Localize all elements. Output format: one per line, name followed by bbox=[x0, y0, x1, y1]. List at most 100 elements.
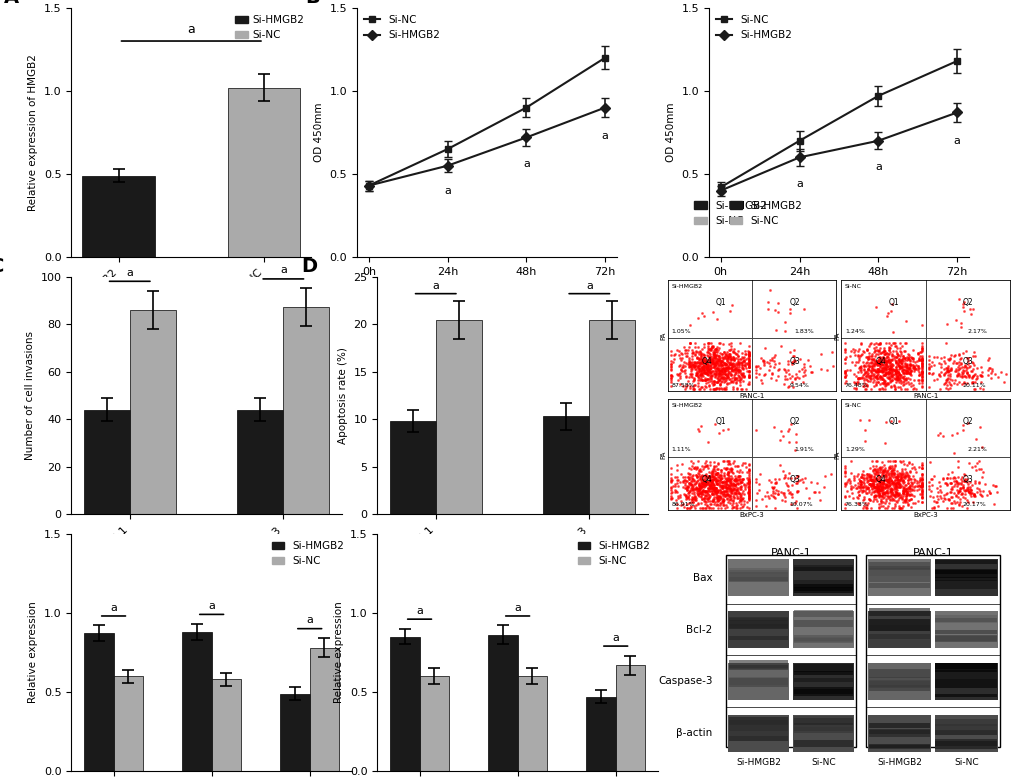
Point bbox=[886, 483, 902, 495]
Point bbox=[953, 488, 969, 501]
Point bbox=[894, 467, 910, 479]
Point bbox=[730, 350, 746, 362]
Point bbox=[877, 481, 894, 493]
Point bbox=[899, 351, 915, 364]
Bar bbox=[934, 719, 996, 726]
Point bbox=[731, 370, 747, 382]
Point bbox=[740, 365, 756, 377]
Point bbox=[910, 483, 926, 495]
Point bbox=[966, 368, 982, 380]
Point bbox=[740, 489, 756, 502]
Point bbox=[836, 367, 852, 379]
Y-axis label: PA: PA bbox=[834, 450, 840, 459]
Point bbox=[694, 502, 710, 514]
Point bbox=[920, 361, 936, 374]
Point bbox=[734, 359, 750, 372]
Point bbox=[740, 475, 756, 488]
Point bbox=[876, 347, 893, 360]
Point bbox=[899, 375, 915, 388]
Point bbox=[694, 363, 710, 375]
Point bbox=[715, 371, 732, 383]
Point bbox=[879, 354, 896, 366]
Point bbox=[694, 472, 710, 485]
Point bbox=[872, 484, 889, 496]
Point bbox=[863, 474, 879, 487]
Point bbox=[723, 467, 740, 479]
Point bbox=[871, 469, 888, 481]
Point bbox=[935, 357, 952, 369]
Point bbox=[712, 357, 729, 369]
Point bbox=[852, 337, 868, 349]
Point bbox=[791, 372, 807, 384]
Bar bbox=[868, 686, 929, 690]
Point bbox=[877, 466, 894, 478]
Point bbox=[677, 344, 693, 356]
Point bbox=[908, 484, 924, 496]
Point bbox=[888, 371, 904, 383]
Point bbox=[698, 472, 714, 485]
Point bbox=[931, 370, 948, 382]
Point bbox=[748, 487, 764, 499]
Point bbox=[870, 490, 887, 502]
Point bbox=[846, 377, 862, 390]
Point bbox=[708, 485, 725, 498]
Point bbox=[865, 358, 881, 371]
Point bbox=[890, 370, 906, 382]
Bar bbox=[728, 715, 789, 752]
Bar bbox=[934, 570, 996, 578]
Point bbox=[682, 502, 698, 514]
Point bbox=[963, 372, 979, 384]
Point bbox=[717, 475, 734, 488]
Point bbox=[722, 375, 739, 387]
Point bbox=[708, 364, 725, 376]
Point bbox=[961, 360, 977, 372]
Point bbox=[697, 379, 713, 392]
Point bbox=[683, 350, 699, 362]
Point bbox=[865, 337, 881, 350]
Point bbox=[876, 354, 893, 366]
Point bbox=[866, 344, 882, 357]
Point bbox=[716, 352, 733, 365]
Point bbox=[909, 480, 925, 492]
Point bbox=[716, 347, 733, 360]
Point bbox=[932, 358, 949, 370]
Point bbox=[692, 353, 708, 365]
Point bbox=[863, 367, 879, 379]
Point bbox=[836, 466, 852, 478]
Point bbox=[698, 478, 714, 490]
Point bbox=[734, 499, 750, 512]
Point bbox=[838, 476, 854, 488]
Point bbox=[705, 486, 721, 499]
Point bbox=[842, 345, 858, 358]
Point bbox=[707, 342, 723, 354]
Point bbox=[701, 358, 717, 371]
Point bbox=[685, 478, 701, 491]
Point bbox=[913, 354, 929, 366]
Point bbox=[728, 481, 744, 494]
Point bbox=[902, 365, 918, 377]
Point bbox=[740, 357, 756, 369]
Point bbox=[862, 383, 878, 396]
Point bbox=[700, 478, 716, 491]
Bar bbox=[867, 715, 930, 752]
Point bbox=[691, 480, 707, 492]
Point bbox=[900, 488, 916, 501]
Point bbox=[841, 489, 857, 502]
Point bbox=[723, 487, 740, 499]
Point bbox=[680, 486, 696, 499]
Point bbox=[911, 480, 927, 492]
Point bbox=[912, 481, 928, 493]
Point bbox=[891, 345, 907, 358]
Point bbox=[913, 484, 929, 496]
Point bbox=[872, 479, 889, 492]
Point bbox=[740, 348, 756, 361]
Point bbox=[956, 359, 972, 372]
Point bbox=[763, 368, 780, 380]
Point bbox=[718, 349, 735, 361]
Point bbox=[859, 358, 875, 371]
Point bbox=[740, 492, 756, 504]
Point bbox=[988, 486, 1005, 499]
Point bbox=[676, 481, 692, 494]
Point bbox=[887, 361, 903, 373]
Point bbox=[740, 358, 756, 370]
